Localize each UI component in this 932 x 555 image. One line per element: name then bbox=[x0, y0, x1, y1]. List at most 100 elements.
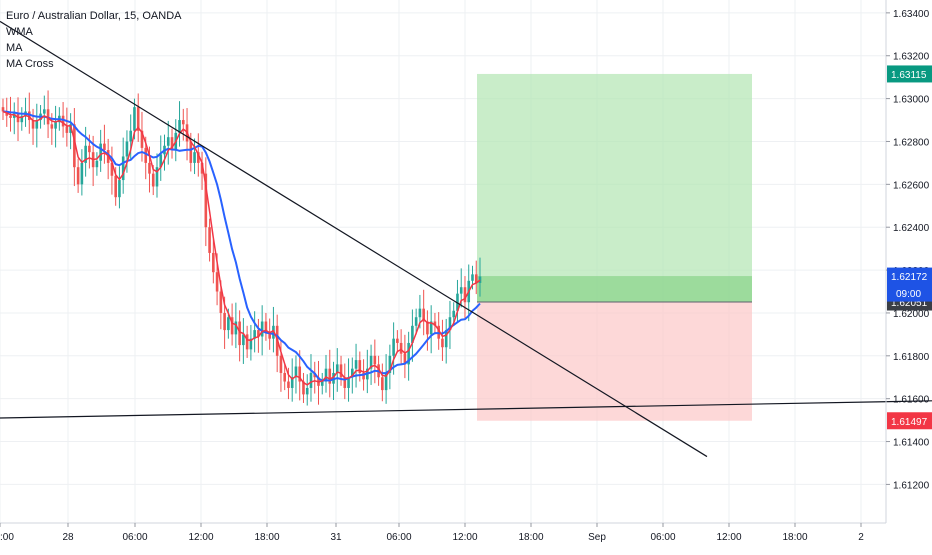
candle-body bbox=[350, 368, 354, 378]
y-tick-label: 1.62400 bbox=[893, 223, 930, 234]
y-tick-label: 1.61400 bbox=[893, 438, 930, 449]
candle-body bbox=[448, 317, 452, 331]
candle-body bbox=[204, 173, 208, 228]
x-tick-label: :00 bbox=[0, 532, 14, 543]
indicator-ma[interactable]: MA bbox=[6, 42, 23, 54]
current-price-tag-bg bbox=[887, 267, 932, 302]
y-tick-label: 1.62600 bbox=[893, 180, 930, 191]
grid bbox=[0, 0, 886, 523]
candle-body bbox=[459, 287, 463, 294]
stop-price-tag-text: 1.61497 bbox=[891, 417, 928, 428]
chart-title: Euro / Australian Dollar, 15, OANDA bbox=[6, 10, 182, 22]
candle-body bbox=[103, 143, 106, 151]
candle-body bbox=[388, 355, 392, 373]
ma-line bbox=[2, 110, 481, 382]
candle-body bbox=[381, 377, 384, 391]
trendlines bbox=[0, 20, 932, 458]
candle-body bbox=[27, 111, 31, 121]
candle-body bbox=[88, 145, 91, 153]
candle-body bbox=[339, 364, 343, 378]
y-tick-label: 1.61800 bbox=[893, 352, 930, 363]
profit-fill bbox=[477, 276, 752, 303]
candle-body bbox=[133, 107, 136, 131]
candle-body bbox=[129, 130, 133, 142]
candle-body bbox=[463, 287, 467, 303]
y-tick-label: 1.63400 bbox=[893, 9, 930, 20]
candle-body bbox=[148, 162, 151, 174]
x-tick-label: 31 bbox=[330, 532, 342, 543]
candle-body bbox=[324, 368, 328, 382]
candle-body bbox=[426, 321, 429, 335]
candle-body bbox=[411, 325, 414, 343]
candle-body bbox=[290, 377, 294, 388]
target-zone bbox=[477, 73, 752, 303]
candle-body bbox=[407, 342, 410, 365]
candle-body bbox=[65, 126, 69, 133]
candle-body bbox=[362, 372, 365, 380]
x-tick-label: 18:00 bbox=[782, 532, 807, 543]
candle-body bbox=[200, 162, 204, 174]
candle-body bbox=[114, 175, 117, 198]
x-tick-label: 06:00 bbox=[650, 532, 675, 543]
y-tick-label: 1.63000 bbox=[893, 95, 930, 106]
x-tick-label: 06:00 bbox=[386, 532, 411, 543]
y-tick-label: 1.62800 bbox=[893, 137, 930, 148]
x-tick-label: 2 bbox=[858, 532, 864, 543]
axis-corner bbox=[886, 523, 932, 550]
candle-body bbox=[181, 120, 185, 125]
candle-body bbox=[234, 321, 238, 335]
candle-body bbox=[249, 338, 253, 350]
candle-body bbox=[99, 143, 102, 161]
candle-body bbox=[474, 274, 478, 283]
candle-body bbox=[298, 366, 302, 382]
x-tick-label: 12:00 bbox=[716, 532, 741, 543]
candle-body bbox=[121, 156, 125, 181]
candle-body bbox=[80, 162, 84, 185]
y-tick-label: 1.62000 bbox=[893, 309, 930, 320]
candle-body bbox=[242, 334, 245, 346]
candle-body bbox=[118, 180, 121, 198]
candle-body bbox=[343, 377, 347, 388]
entry-price-tag-text: 1.62051 bbox=[891, 298, 928, 309]
candle-body bbox=[12, 113, 16, 118]
position-zones bbox=[477, 73, 752, 421]
y-tick-label: 1.61200 bbox=[893, 480, 930, 491]
candle-body bbox=[212, 252, 215, 273]
candle-body bbox=[76, 167, 80, 185]
candle-body bbox=[305, 387, 309, 395]
candle-body bbox=[433, 321, 437, 326]
candle-body bbox=[354, 360, 358, 369]
stop-zone bbox=[477, 302, 752, 421]
current-price-tag-countdown: 09:00 bbox=[896, 289, 921, 300]
candle-body bbox=[223, 312, 226, 331]
candle-body bbox=[125, 141, 129, 157]
candle-body bbox=[215, 272, 219, 292]
candle-body bbox=[61, 115, 65, 127]
x-tick-label: 06:00 bbox=[122, 532, 147, 543]
candle-body bbox=[95, 160, 99, 168]
candle-body bbox=[219, 291, 223, 313]
candle-body bbox=[31, 120, 35, 129]
candle-body bbox=[110, 162, 114, 176]
candle-body bbox=[287, 381, 290, 388]
price-labels: 1.63115 1.62051 1.61497 1.62172 09:00 bbox=[887, 65, 932, 430]
candle-body bbox=[197, 152, 200, 163]
candle-body bbox=[302, 381, 305, 395]
indicator-ma-cross[interactable]: MA Cross bbox=[6, 58, 54, 70]
candle-body bbox=[264, 321, 268, 333]
candle-body bbox=[193, 152, 196, 163]
candle-body bbox=[170, 137, 174, 151]
candle-body bbox=[227, 317, 230, 331]
candle-body bbox=[84, 145, 87, 163]
candle-body bbox=[347, 377, 350, 388]
candle-body bbox=[441, 338, 444, 348]
indicator-wma[interactable]: WMA bbox=[6, 26, 33, 38]
candle-body bbox=[452, 310, 456, 318]
candle-body bbox=[20, 115, 24, 123]
wma-line bbox=[2, 110, 481, 386]
candle-body bbox=[279, 355, 283, 373]
candle-body bbox=[1, 107, 5, 112]
candle-body bbox=[403, 353, 407, 365]
